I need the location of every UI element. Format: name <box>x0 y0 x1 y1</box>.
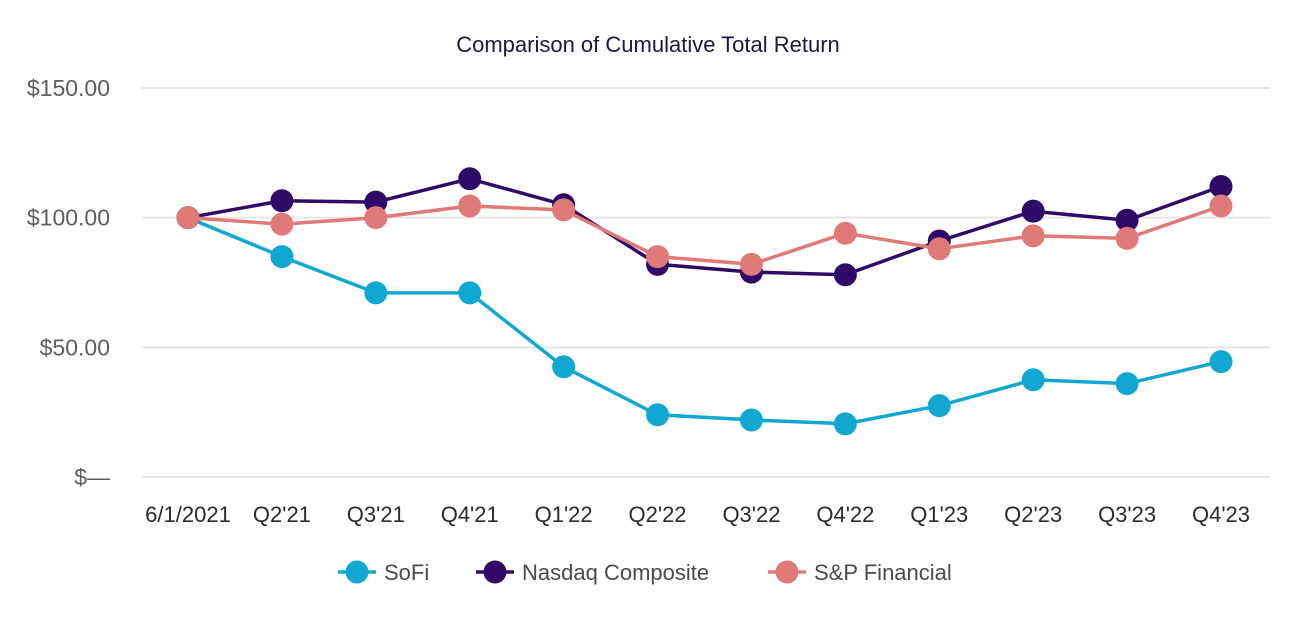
data-point-sofi[interactable] <box>552 355 576 379</box>
x-tick-label: Q4'22 <box>816 502 874 527</box>
data-point-sandp-financial[interactable] <box>739 252 763 276</box>
y-tick-label: $50.00 <box>40 334 110 360</box>
data-point-sofi[interactable] <box>833 412 857 436</box>
data-point-sandp-financial[interactable] <box>1209 194 1233 218</box>
data-point-nasdaq-composite[interactable] <box>1209 175 1233 199</box>
series-sandp-financial <box>176 194 1233 276</box>
y-tick-label: $— <box>74 464 110 490</box>
data-point-sandp-financial[interactable] <box>364 206 388 230</box>
data-point-sofi[interactable] <box>364 281 388 305</box>
legend-item-nasdaq-composite[interactable]: Nasdaq Composite <box>476 560 709 585</box>
data-point-sandp-financial[interactable] <box>927 237 951 261</box>
data-point-sofi[interactable] <box>739 408 763 432</box>
x-tick-label: Q2'21 <box>253 502 311 527</box>
x-tick-label: 6/1/2021 <box>145 502 231 527</box>
data-point-nasdaq-composite[interactable] <box>270 189 294 213</box>
data-point-nasdaq-composite[interactable] <box>1115 208 1139 232</box>
x-tick-label: Q4'23 <box>1192 502 1250 527</box>
data-point-nasdaq-composite[interactable] <box>833 263 857 287</box>
y-tick-label: $100.00 <box>27 205 110 231</box>
legend-marker-nasdaq-composite <box>483 560 507 584</box>
data-point-sandp-financial[interactable] <box>1021 224 1045 248</box>
series-line-nasdaq-composite <box>186 177 1223 277</box>
y-axis-ticks: $— $50.00 $100.00 $150.00 <box>27 75 110 490</box>
data-point-sofi[interactable] <box>1021 368 1045 392</box>
legend-label: SoFi <box>384 560 429 585</box>
series-sofi <box>176 206 1233 436</box>
data-point-sofi[interactable] <box>927 394 951 418</box>
data-point-sandp-financial[interactable] <box>176 206 200 230</box>
data-point-sandp-financial[interactable] <box>646 245 670 269</box>
series-line-sofi <box>186 215 1223 426</box>
series-layer <box>176 167 1233 436</box>
data-point-sofi[interactable] <box>1209 350 1233 374</box>
legend-marker-sofi <box>345 560 369 584</box>
y-tick-label: $150.00 <box>27 75 110 101</box>
data-point-sofi[interactable] <box>1115 372 1139 396</box>
legend-item-sandp-financial[interactable]: S&P Financial <box>768 560 952 585</box>
series-nasdaq-composite <box>176 167 1233 287</box>
x-tick-label: Q4'21 <box>441 502 499 527</box>
data-point-sofi[interactable] <box>270 245 294 269</box>
data-point-sandp-financial[interactable] <box>1115 226 1139 250</box>
data-point-nasdaq-composite[interactable] <box>1021 199 1045 223</box>
legend-marker-sandp-financial <box>775 560 799 584</box>
legend-item-sofi[interactable]: SoFi <box>338 560 429 585</box>
data-point-sandp-financial[interactable] <box>552 198 576 222</box>
data-point-sofi[interactable] <box>646 403 670 427</box>
data-point-sandp-financial[interactable] <box>458 194 482 218</box>
x-tick-label: Q3'22 <box>722 502 780 527</box>
legend: SoFi Nasdaq Composite S&P Financial <box>338 560 952 585</box>
x-tick-label: Q3'23 <box>1098 502 1156 527</box>
data-point-nasdaq-composite[interactable] <box>458 167 482 191</box>
chart-title: Comparison of Cumulative Total Return <box>456 32 840 57</box>
x-tick-label: Q1'23 <box>910 502 968 527</box>
data-point-sofi[interactable] <box>458 281 482 305</box>
x-tick-label: Q3'21 <box>347 502 405 527</box>
series-line-sandp-financial <box>186 204 1223 267</box>
data-point-sandp-financial[interactable] <box>270 212 294 236</box>
x-tick-label: Q2'23 <box>1004 502 1062 527</box>
data-point-sandp-financial[interactable] <box>833 221 857 245</box>
x-tick-label: Q2'22 <box>629 502 687 527</box>
legend-label: S&P Financial <box>814 560 952 585</box>
x-axis-ticks: 6/1/2021 Q2'21 Q3'21 Q4'21 Q1'22 Q2'22 Q3'22 Q4… <box>145 502 1250 527</box>
x-tick-label: Q1'22 <box>535 502 593 527</box>
legend-label: Nasdaq Composite <box>522 560 709 585</box>
gridlines <box>142 87 1270 478</box>
